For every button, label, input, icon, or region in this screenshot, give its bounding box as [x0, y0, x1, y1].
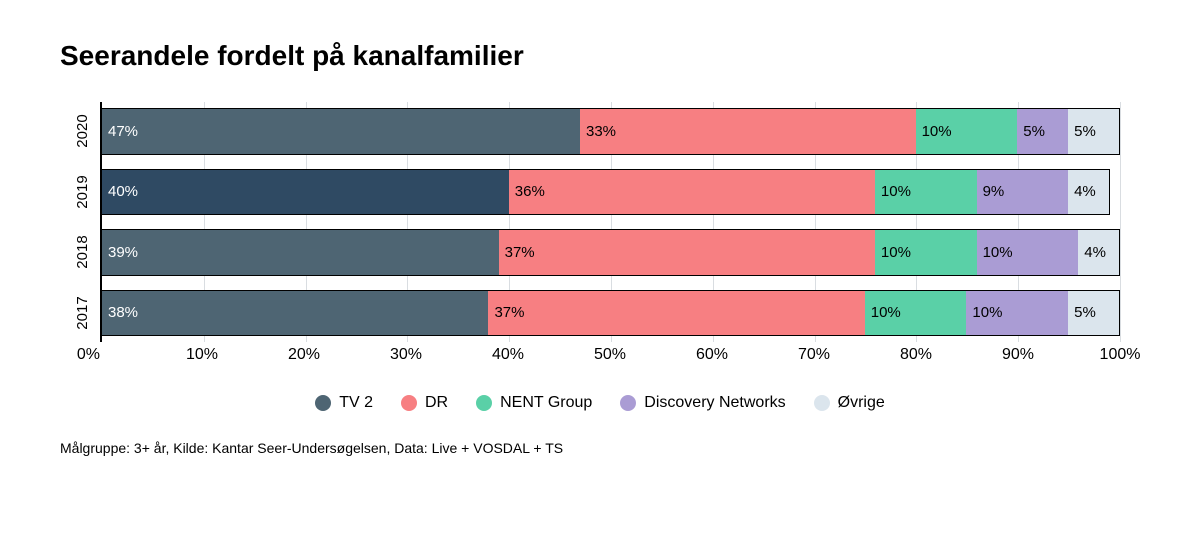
x-tick-label: 90% — [1002, 346, 1034, 364]
y-category-label: 2020 — [74, 115, 91, 148]
legend-label: TV 2 — [339, 394, 373, 412]
bar-row: 202047%33%10%5%5% — [102, 108, 1120, 155]
bar-row: 201839%37%10%10%4% — [102, 229, 1120, 276]
legend-swatch — [476, 395, 492, 411]
x-axis: 0%10%20%30%40%50%60%70%80%90%100% — [100, 346, 1120, 374]
y-category-label: 2017 — [74, 296, 91, 329]
legend-label: Discovery Networks — [644, 394, 785, 412]
x-tick-label: 80% — [900, 346, 932, 364]
legend-label: DR — [425, 394, 448, 412]
bar-segment: 4% — [1068, 170, 1109, 215]
gridline — [1120, 102, 1121, 342]
bar-row: 201940%36%10%9%4% — [102, 169, 1120, 216]
bar-segment: 37% — [499, 230, 875, 275]
bar-segment: 37% — [488, 291, 864, 336]
x-tick-label: 60% — [696, 346, 728, 364]
bar-segment: 33% — [580, 109, 916, 154]
bar-segment: 10% — [865, 291, 967, 336]
bar-segment: 36% — [509, 170, 875, 215]
legend-item: Discovery Networks — [620, 394, 785, 412]
bar-segment: 4% — [1078, 230, 1119, 275]
legend-swatch — [315, 395, 331, 411]
x-tick-label: 0% — [77, 346, 100, 364]
stacked-bar: 39%37%10%10%4% — [102, 229, 1120, 276]
legend-label: NENT Group — [500, 394, 592, 412]
stacked-bar: 40%36%10%9%4% — [102, 169, 1110, 216]
bar-segment: 5% — [1068, 109, 1119, 154]
y-category-label: 2019 — [74, 175, 91, 208]
chart-area: 202047%33%10%5%5% 201940%36%10%9%4% 201839… — [100, 102, 1120, 374]
bar-segment: 5% — [1068, 291, 1119, 336]
bar-segment: 10% — [916, 109, 1018, 154]
legend-item: TV 2 — [315, 394, 373, 412]
x-tick-label: 30% — [390, 346, 422, 364]
stacked-bar: 47%33%10%5%5% — [102, 108, 1120, 155]
legend: TV 2 DR NENT Group Discovery Networks Øvrige — [60, 394, 1140, 412]
legend-item: Øvrige — [814, 394, 885, 412]
x-tick-label: 70% — [798, 346, 830, 364]
bar-segment: 9% — [977, 170, 1069, 215]
x-tick-label: 100% — [1100, 346, 1141, 364]
bar-segment: 47% — [102, 109, 580, 154]
bar-segment: 10% — [875, 170, 977, 215]
stacked-bar: 38%37%10%10%5% — [102, 290, 1120, 337]
x-tick-label: 40% — [492, 346, 524, 364]
bar-segment: 10% — [966, 291, 1068, 336]
legend-swatch — [401, 395, 417, 411]
bar-rows: 202047%33%10%5%5% 201940%36%10%9%4% 201839… — [102, 102, 1120, 342]
bar-segment: 10% — [875, 230, 977, 275]
legend-swatch — [814, 395, 830, 411]
legend-label: Øvrige — [838, 394, 885, 412]
bar-segment: 39% — [102, 230, 499, 275]
bar-segment: 38% — [102, 291, 488, 336]
bar-row: 201738%37%10%10%5% — [102, 290, 1120, 337]
legend-swatch — [620, 395, 636, 411]
bar-segment: 5% — [1017, 109, 1068, 154]
y-category-label: 2018 — [74, 236, 91, 269]
chart-title: Seerandele fordelt på kanalfamilier — [60, 40, 1140, 72]
x-tick-label: 20% — [288, 346, 320, 364]
x-tick-label: 10% — [186, 346, 218, 364]
chart-plot: 202047%33%10%5%5% 201940%36%10%9%4% 201839… — [100, 102, 1120, 342]
legend-item: NENT Group — [476, 394, 592, 412]
bar-segment: 40% — [102, 170, 509, 215]
bar-segment: 10% — [977, 230, 1079, 275]
chart-footnote: Målgruppe: 3+ år, Kilde: Kantar Seer-Und… — [60, 440, 1140, 456]
x-tick-label: 50% — [594, 346, 626, 364]
legend-item: DR — [401, 394, 448, 412]
